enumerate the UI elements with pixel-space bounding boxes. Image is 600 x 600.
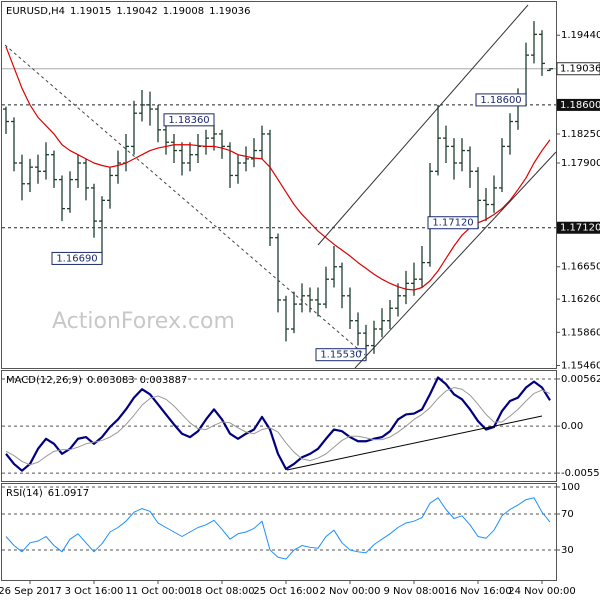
x-tick-label: 16 Nov 16:00 <box>444 586 511 597</box>
y-tick-label: 1.16650 <box>561 262 600 273</box>
current-price-box <box>556 62 600 76</box>
panel-header: EURUSD,H4 1.19015 1.19042 1.19008 1.19036 <box>6 6 250 17</box>
channel-line <box>354 151 557 369</box>
header-close: 1.19036 <box>209 6 250 17</box>
x-tick-label: 18 Oct 08:00 <box>189 586 254 597</box>
x-tick-label: 2 Nov 00:00 <box>319 586 380 597</box>
y-tick-label: 100 <box>561 482 580 493</box>
header-high: 1.19042 <box>116 6 157 17</box>
y-tick-label: 0.005622 <box>561 374 600 385</box>
header-value: 0.003083 <box>87 375 135 386</box>
watermark: ActionForex.com <box>52 309 235 334</box>
plot-layer: 1.19440 1.18250 1.17900 1.16650 1.16260 1.158… <box>0 6 600 597</box>
channel-line <box>317 4 529 246</box>
annotation-label: 1.16690 <box>56 253 97 264</box>
y-tick-label: 1.17900 <box>561 158 600 169</box>
series-line <box>5 497 551 560</box>
annotation-box <box>315 348 367 362</box>
panel-header: RSI(14) 61.0917 <box>6 488 89 499</box>
level-label: 1.17120 <box>560 223 600 234</box>
y-tick-label: 0.00 <box>561 421 583 432</box>
y-tick-label: 1.15460 <box>561 361 600 372</box>
x-tick-label: 25 Oct 16:00 <box>253 586 318 597</box>
x-tick-label: 11 Oct 00:00 <box>125 586 190 597</box>
series-line <box>5 387 551 466</box>
panel-title: RSI(14) <box>6 488 43 499</box>
x-tick-label: 26 Sep 2017 <box>0 586 62 597</box>
header-open: 1.19015 <box>70 6 111 17</box>
rsi-frame <box>1 483 557 581</box>
panel-header: MACD(12,26,9) 0.003083 0.003887 <box>6 375 187 386</box>
level-box <box>557 221 600 234</box>
y-tick-label: 70 <box>561 509 574 520</box>
y-tick-label: 1.15860 <box>561 327 600 338</box>
x-tick-label: 24 Nov 00:00 <box>508 586 575 597</box>
annotation-box <box>51 251 103 265</box>
annotation-box <box>475 93 527 107</box>
annotation-label: 1.15530 <box>320 350 361 361</box>
header-value: 0.003887 <box>140 375 188 386</box>
trend-line <box>4 44 366 356</box>
annotation-label: 1.18600 <box>480 95 521 106</box>
moving-average <box>5 46 551 291</box>
y-tick-label: -0.005588 <box>561 468 600 479</box>
y-tick-label: 1.16260 <box>561 294 600 305</box>
y-tick-label: 1.19440 <box>561 30 600 41</box>
annotation-label: 1.18360 <box>168 115 209 126</box>
header-low: 1.19008 <box>163 6 204 17</box>
level-box <box>557 98 600 111</box>
panel-title: EURUSD,H4 <box>6 6 65 17</box>
annotation-box <box>427 216 479 230</box>
current-price-label: 1.19036 <box>560 64 600 75</box>
annotation-label: 1.17120 <box>432 218 473 229</box>
macd-trend-line <box>286 415 543 471</box>
x-tick-label: 9 Nov 08:00 <box>383 586 444 597</box>
price-frame <box>1 1 557 369</box>
y-tick-label: 1.18250 <box>561 129 600 140</box>
x-tick-label: 3 Oct 16:00 <box>65 586 124 597</box>
annotation-box <box>163 113 215 127</box>
panel-title: MACD(12,26,9) <box>6 375 82 386</box>
y-tick-label: 30 <box>561 545 574 556</box>
level-label: 1.18600 <box>560 100 600 111</box>
header-value: 61.0917 <box>48 488 89 499</box>
